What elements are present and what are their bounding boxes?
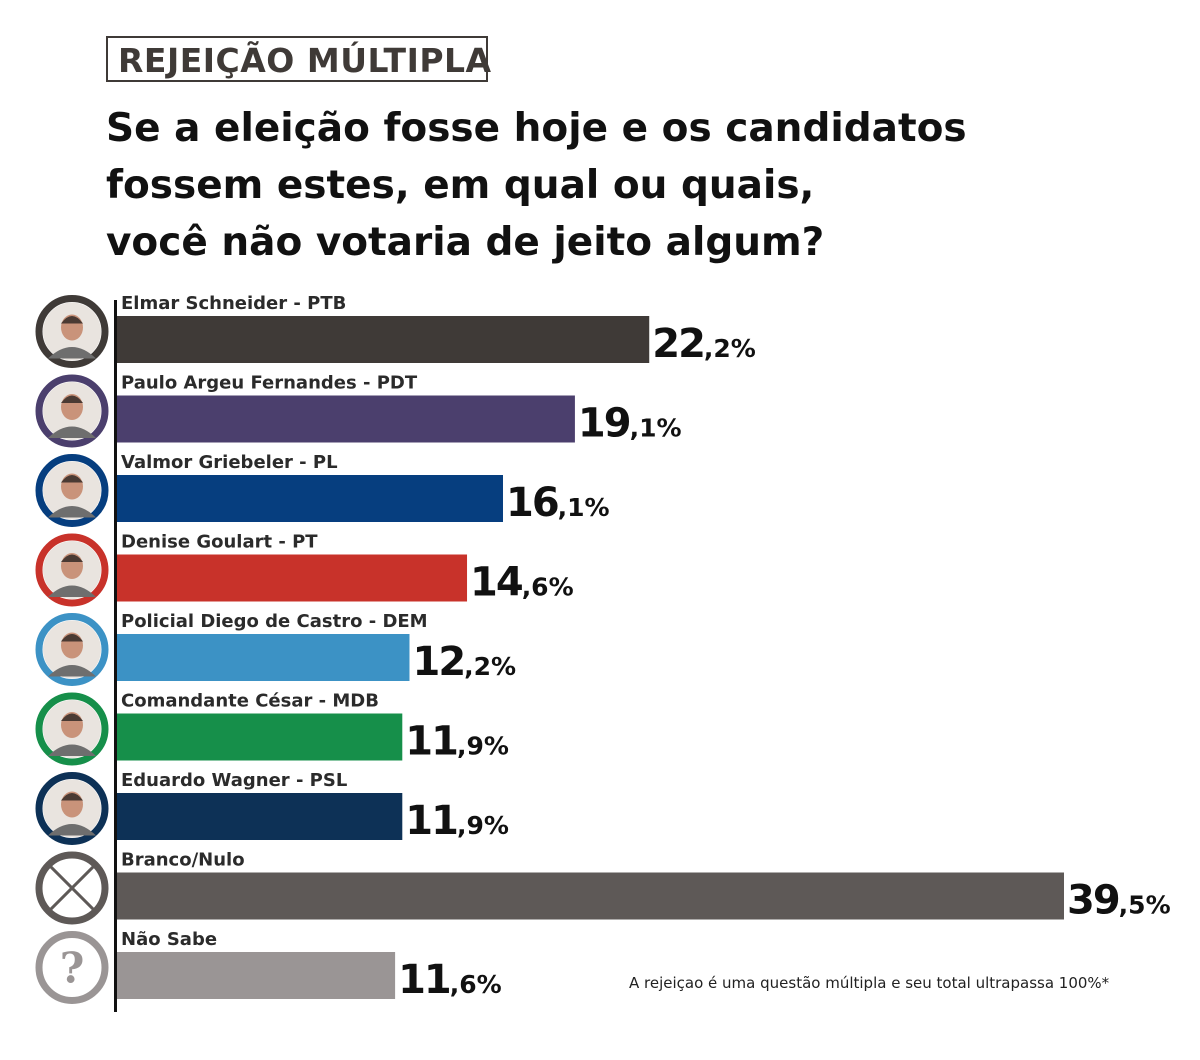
bar-label: Elmar Schneider - PTB [121, 293, 346, 314]
bar-value: 16,1% [506, 480, 610, 526]
photo-hair [61, 475, 83, 483]
bar-label: Não Sabe [121, 929, 217, 950]
bar-value: 12,2% [412, 639, 516, 685]
candidate-photo [35, 374, 109, 448]
footnote: A rejeiçao é uma questão múltipla e seu … [629, 974, 1110, 992]
photo-hair [61, 395, 83, 403]
bar-label: Policial Diego de Castro - DEM [121, 611, 428, 632]
photo-shoulders [48, 585, 96, 597]
photo-hair [61, 634, 83, 642]
bar [117, 872, 1064, 920]
question-glyph: ? [60, 944, 85, 993]
photo-shoulders [48, 824, 96, 836]
photo-hair [61, 316, 83, 324]
candidate-photo [35, 295, 109, 368]
x-stroke [48, 864, 96, 912]
candidate-photo [35, 613, 109, 686]
section-tag-text: REJEIÇÃO MÚLTIPLA [118, 41, 492, 80]
photo-hair [61, 793, 83, 801]
bar [117, 952, 396, 999]
bar [117, 793, 403, 840]
bar-label: Denise Goulart - PT [121, 532, 318, 553]
bar-label: Branco/Nulo [121, 850, 245, 871]
bar-value: 22,2% [652, 321, 756, 367]
candidate-photo [35, 454, 109, 527]
bar [117, 713, 403, 761]
bar-label: Comandante César - MDB [121, 691, 379, 712]
y-axis-line [114, 300, 117, 1012]
bar [117, 554, 468, 602]
photo-shoulders [48, 506, 96, 518]
photo-shoulders [48, 426, 96, 438]
candidate-photo [35, 533, 109, 607]
candidate-photo [35, 772, 109, 845]
bar [117, 634, 410, 681]
bar [117, 475, 503, 522]
bar-label: Valmor Griebeler - PL [121, 452, 338, 473]
photo-hair [61, 554, 83, 562]
x-mark-icon [35, 851, 109, 925]
photo-hair [61, 713, 83, 721]
bar-value: 11,9% [405, 719, 509, 765]
bar-value: 11,6% [398, 957, 502, 1003]
bar-value: 14,6% [470, 560, 574, 606]
photo-shoulders [48, 665, 96, 677]
bar-value: 39,5% [1067, 878, 1171, 924]
question-line-2: fossem estes, em qual ou quais, [106, 163, 815, 208]
question-mark-icon: ? [35, 931, 109, 1004]
photo-shoulders [48, 744, 96, 756]
bar-value: 11,9% [405, 798, 509, 844]
question-title: Se a eleição fosse hoje e os candidatos … [106, 100, 1106, 271]
bar-label: Eduardo Wagner - PSL [121, 770, 347, 791]
bar-value: 19,1% [578, 401, 682, 447]
bar [117, 316, 650, 363]
section-tag: REJEIÇÃO MÚLTIPLA [106, 36, 491, 82]
candidate-photo [35, 692, 109, 766]
bar [117, 395, 575, 443]
question-line-3: você não votaria de jeito algum? [106, 220, 825, 265]
question-line-1: Se a eleição fosse hoje e os candidatos [106, 106, 967, 151]
photo-shoulders [48, 347, 96, 359]
bar-label: Paulo Argeu Fernandes - PDT [121, 373, 418, 394]
icon-ring [35, 931, 109, 1004]
